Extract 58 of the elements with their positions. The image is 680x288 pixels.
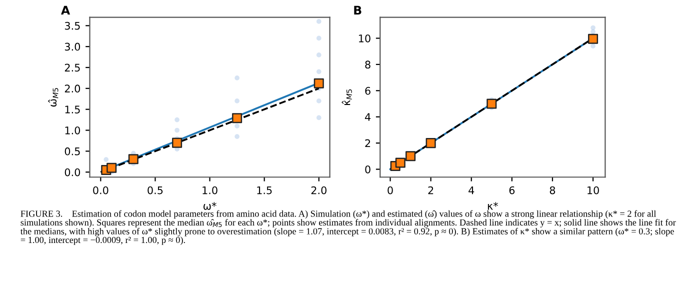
point: [316, 52, 322, 58]
point: [316, 69, 322, 74]
y-tick-label: 0: [365, 165, 370, 174]
point: [106, 162, 117, 173]
x-tick-label: 10: [588, 186, 599, 194]
point: [104, 157, 109, 162]
point: [174, 117, 180, 122]
y-tick-label: 8: [365, 60, 370, 69]
y-tick-label: 4: [364, 113, 371, 121]
point: [234, 98, 240, 104]
y-tick-label: 3.5: [64, 22, 80, 30]
point: [590, 29, 596, 34]
point: [316, 19, 322, 24]
x-tick-label: 6: [509, 186, 515, 194]
caption: FIGURE 3. Estimation of codon model parameters from amino acid data. A) Simulation (ω*) and estimated (ω̂) values of ω show a strong linear relationship (κ* = 2 for all simulations shown). Squares represent the median ω̂$_{M5}$ for each ω*; points show estimates from individual alignments. Dashed line indicates y = x; solid line shows the line fit for the medians, with high values of ω* slightly prone to overestimation (slope = 1.07, intercept = 0.0083, r² = 0.92, p ≈ 0). B) Estimates of κ* show a similar pattern (ω* = 0.3; slope = 1.00, intercept = −0.0009, r² = 1.00, p ≈ 0).: [20, 210, 676, 245]
y-tick-label: 1.5: [65, 106, 80, 114]
y-tick-label: 2.0: [64, 84, 80, 93]
x-tick-label: 2.0: [311, 186, 326, 194]
x-tick-label: 1.5: [257, 186, 272, 194]
x-tick-label: 0.0: [93, 186, 108, 194]
point: [234, 76, 240, 80]
chart-title: B: [354, 6, 362, 14]
x-axis-title: ω*: [204, 202, 216, 210]
point: [234, 134, 240, 139]
chart-title: A: [61, 6, 70, 14]
y-tick-label: 2.5: [64, 64, 80, 72]
x-tick-label: 0.5: [148, 186, 163, 194]
point: [234, 124, 240, 128]
point: [316, 115, 322, 120]
x-tick-label: 8: [550, 186, 556, 194]
point: [426, 138, 436, 148]
point: [486, 98, 497, 109]
point: [316, 36, 322, 41]
y-tick-label: 1.0: [65, 126, 80, 134]
x-tick-label: 1.0: [202, 186, 218, 194]
y-tick-label: 6: [365, 86, 370, 95]
y-axis-title: κ̂$_{M5}$: [342, 89, 352, 105]
point: [174, 128, 180, 133]
point: [172, 138, 182, 148]
x-axis-title: κ*: [488, 202, 498, 210]
point: [395, 158, 406, 168]
point: [316, 98, 322, 104]
x-tick-label: 2: [428, 186, 434, 194]
y-tick-label: 0.0: [64, 168, 80, 176]
point: [406, 151, 416, 162]
y-axis-title: ω̂$_{M5}$: [48, 88, 58, 107]
y-tick-label: 10: [358, 34, 370, 42]
y-tick-label: 3.0: [64, 42, 80, 51]
x-tick-label: 4: [468, 186, 474, 194]
point: [128, 154, 138, 164]
point: [314, 78, 324, 88]
point: [590, 25, 596, 30]
point: [232, 113, 242, 124]
point: [590, 44, 596, 49]
x-tick-label: 0: [388, 186, 393, 194]
point: [588, 34, 598, 44]
y-tick-label: 2: [365, 139, 370, 148]
y-tick-label: 0.5: [64, 147, 80, 156]
